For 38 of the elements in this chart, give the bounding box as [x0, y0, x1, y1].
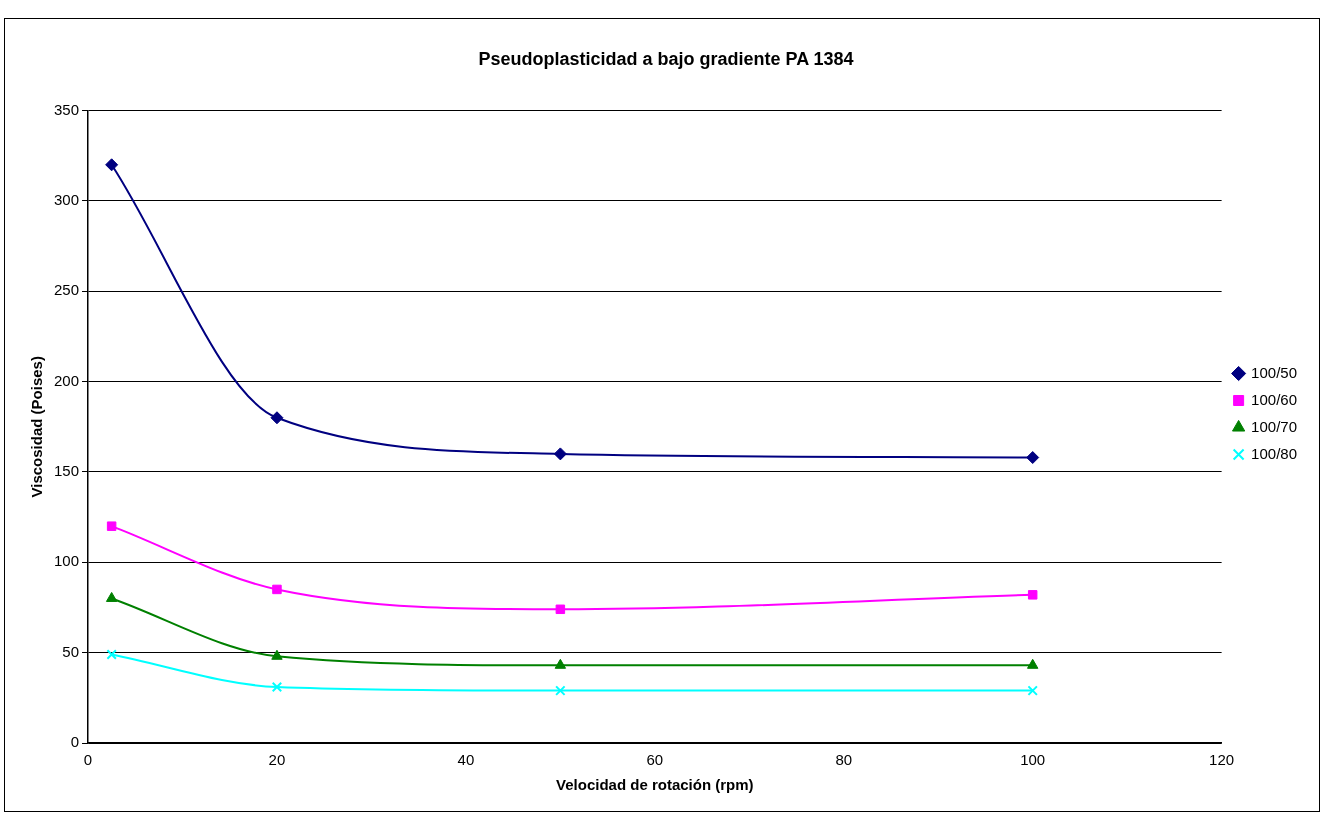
point: [1026, 658, 1039, 669]
point: [105, 591, 118, 602]
point: [555, 685, 566, 696]
x-tick-label: 0: [83, 751, 93, 769]
y-tick-label: 150: [54, 462, 80, 480]
legend-label: 100/50: [1251, 363, 1298, 381]
point: [554, 658, 567, 669]
point: [106, 649, 117, 660]
x-tick-label: 80: [835, 751, 853, 769]
x-tick-label: 60: [646, 751, 664, 769]
point: [553, 447, 567, 461]
point: [555, 604, 566, 615]
legend-label: 100/60: [1251, 390, 1298, 408]
point: [1027, 590, 1038, 600]
point: [1027, 685, 1038, 696]
x-axis-title: Velocidad de rotación (rpm): [556, 776, 754, 794]
x-tick-label: 20: [268, 751, 286, 769]
y-tick-label: 350: [54, 100, 80, 118]
y-tick-label: 100: [54, 552, 80, 570]
chart-title: Pseudoplasticidad a bajo gradiente PA 1384: [478, 48, 854, 69]
point: [106, 521, 117, 531]
y-tick-label: 200: [54, 371, 80, 389]
point: [271, 681, 283, 693]
y-tick-label: 300: [54, 191, 80, 209]
y-tick-label: 0: [70, 733, 80, 751]
legend-label: 100/70: [1251, 417, 1298, 435]
y-axis-title: Viscosidad (Poises): [28, 356, 46, 498]
x-tick-label: 100: [1020, 751, 1046, 769]
point: [272, 584, 282, 595]
point: [270, 411, 284, 425]
y-tick-label: 250: [54, 281, 80, 299]
legend-label: 100/80: [1251, 444, 1298, 462]
point: [105, 158, 119, 172]
point: [271, 649, 283, 660]
x-tick-label: 120: [1209, 751, 1235, 769]
y-tick-label: 50: [62, 642, 80, 660]
point: [1026, 451, 1040, 465]
x-tick-label: 40: [457, 751, 475, 769]
